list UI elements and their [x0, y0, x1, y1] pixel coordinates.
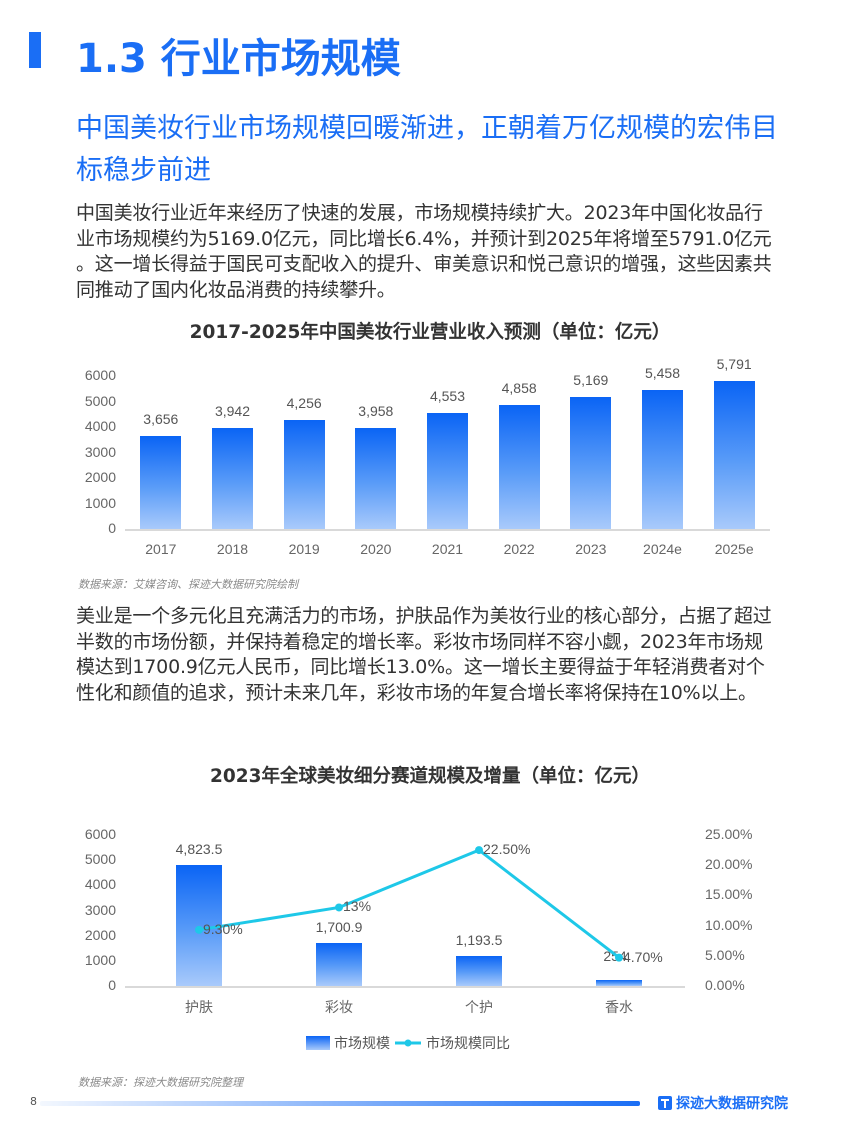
legend-item-market-size: 市场规模 — [334, 1036, 390, 1052]
bar-value-label: 1,193.5 — [455, 931, 503, 948]
line-value-label: 13% — [343, 898, 372, 915]
bar-value-label: 5,791 — [716, 356, 752, 373]
y-axis-tick: 4000 — [84, 418, 116, 434]
bar-2017 — [140, 435, 182, 529]
x-axis-category: 2024e — [643, 541, 682, 557]
x-axis-category: 香水 — [605, 999, 633, 1015]
y-axis-tick: 0 — [108, 520, 116, 536]
line-value-label: 22.50% — [483, 841, 531, 858]
line-value-label: 4.70% — [623, 948, 663, 965]
x-axis-category: 2025e — [714, 541, 754, 557]
bar-2024e — [642, 389, 683, 529]
bar-value-label: 3,958 — [358, 403, 394, 420]
bar-个护 — [456, 955, 502, 986]
bar-2023 — [570, 397, 612, 529]
x-axis-line — [125, 986, 685, 988]
bar-2021 — [427, 412, 468, 529]
bar-2022 — [498, 405, 540, 529]
brand-logo-icon — [658, 1096, 672, 1110]
y-axis-tick: 3000 — [84, 443, 116, 460]
bar-value-label: 3,942 — [214, 403, 251, 420]
bar-value-label: 4,823.5 — [175, 840, 223, 857]
line-point-marker-icon — [475, 846, 483, 855]
y-axis-left-tick: 2000 — [84, 926, 116, 943]
bar-彩妆 — [316, 943, 362, 986]
line-point-marker-icon — [195, 925, 203, 934]
chart2-source: 数据来源：探迹大数据研究院整理 — [78, 1076, 243, 1089]
chart2-title: 2023年全球美妆细分赛道规模及增量（单位：亿元） — [210, 766, 650, 787]
x-axis-category: 2020 — [360, 541, 392, 557]
y-axis-right-tick: 5.00% — [705, 946, 745, 963]
market-paragraph: 美业是一个多元化且充满活力的市场，护肤品作为美妆行业的核心部分，占据了超过半数的… — [76, 605, 772, 704]
line-value-label: 9.30% — [203, 920, 243, 937]
page-number: 8 — [30, 1095, 37, 1108]
y-axis-tick: 5000 — [84, 392, 116, 409]
y-axis-left-tick: 0 — [108, 977, 116, 993]
brand-name: 探迹大数据研究院 — [676, 1096, 788, 1112]
y-axis-left-tick: 1000 — [84, 951, 116, 968]
bar-2025e — [713, 381, 755, 529]
bar-2018 — [212, 428, 253, 529]
bar-value-label: 5,458 — [644, 364, 681, 381]
x-axis-category: 2021 — [431, 541, 464, 557]
y-axis-right-tick: 20.00% — [705, 856, 753, 873]
x-axis-category: 2019 — [288, 541, 320, 557]
line-point-marker-icon — [335, 903, 343, 912]
footer-gradient-line — [40, 1101, 640, 1106]
x-axis-line — [125, 529, 770, 531]
title-accent-bar — [29, 32, 41, 68]
y-axis-right-tick: 10.00% — [705, 916, 753, 933]
y-axis-right-tick: 25.00% — [705, 826, 753, 842]
page-title: 1.3 行业市场规模 — [76, 36, 401, 82]
section-subtitle: 中国美妆行业市场规模回暖渐进，正朝着万亿规模的宏伟目标稳步前进 — [76, 113, 778, 186]
bar-value-label: 4,553 — [429, 387, 466, 404]
legend-item-yoy: 市场规模同比 — [426, 1036, 510, 1052]
y-axis-tick: 6000 — [84, 367, 116, 383]
y-axis-left-tick: 3000 — [84, 901, 116, 918]
y-axis-tick: 1000 — [84, 494, 116, 511]
line-point-marker-icon — [615, 953, 623, 962]
chart1-source: 数据来源：艾媒咨询、探迹大数据研究院绘制 — [78, 578, 298, 591]
bar-value-label: 3,656 — [143, 410, 179, 427]
bar-2020 — [355, 428, 397, 529]
legend-line-marker-icon — [395, 1039, 421, 1047]
bar-香水 — [596, 979, 642, 986]
y-axis-right-tick: 0.00% — [705, 977, 745, 993]
revenue-bar-chart: 0 1000 2000 3000 4000 5000 6000 3,656 2017 3,942 2… — [84, 356, 770, 557]
y-axis-right-tick: 15.00% — [705, 886, 753, 903]
bar-2019 — [283, 420, 325, 529]
segment-combo-chart: 0 1000 2000 3000 4000 5000 6000 0.00% 5.00% 10.00… — [84, 826, 753, 1015]
y-axis-left-tick: 5000 — [84, 851, 116, 868]
x-axis-category: 2022 — [503, 541, 535, 557]
chart2-legend: 市场规模 市场规模同比 — [306, 1033, 510, 1053]
y-axis-left-tick: 4000 — [84, 876, 116, 893]
y-axis-left-tick: 6000 — [84, 826, 116, 842]
intro-paragraph: 中国美妆行业近年来经历了快速的发展，市场规模持续扩大。2023年中国化妆品行业市… — [76, 202, 772, 301]
y-axis-tick: 2000 — [84, 469, 116, 485]
footer-brand: 探迹大数据研究院 — [658, 1093, 788, 1113]
chart1-title: 2017-2025年中国美妆行业营业收入预测（单位：亿元） — [189, 322, 671, 343]
x-axis-category: 个护 — [465, 999, 493, 1015]
x-axis-category: 2023 — [575, 541, 607, 557]
legend-bar-swatch-icon — [306, 1036, 330, 1050]
bar-护肤 — [176, 864, 222, 986]
bar-value-label: 4,256 — [286, 395, 322, 412]
yoy-line-series — [195, 846, 623, 962]
x-axis-category: 2018 — [216, 541, 249, 557]
x-axis-category: 2017 — [145, 541, 177, 557]
bar-value-label: 1,700.9 — [315, 919, 363, 936]
x-axis-category: 彩妆 — [325, 999, 353, 1015]
x-axis-category: 护肤 — [185, 999, 213, 1015]
bar-value-label: 4,858 — [501, 380, 537, 397]
bar-value-label: 5,169 — [573, 372, 609, 389]
